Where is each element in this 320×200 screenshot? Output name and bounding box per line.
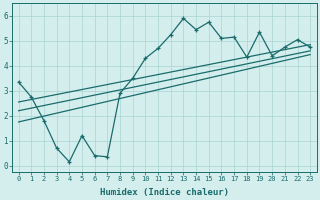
X-axis label: Humidex (Indice chaleur): Humidex (Indice chaleur) <box>100 188 229 197</box>
